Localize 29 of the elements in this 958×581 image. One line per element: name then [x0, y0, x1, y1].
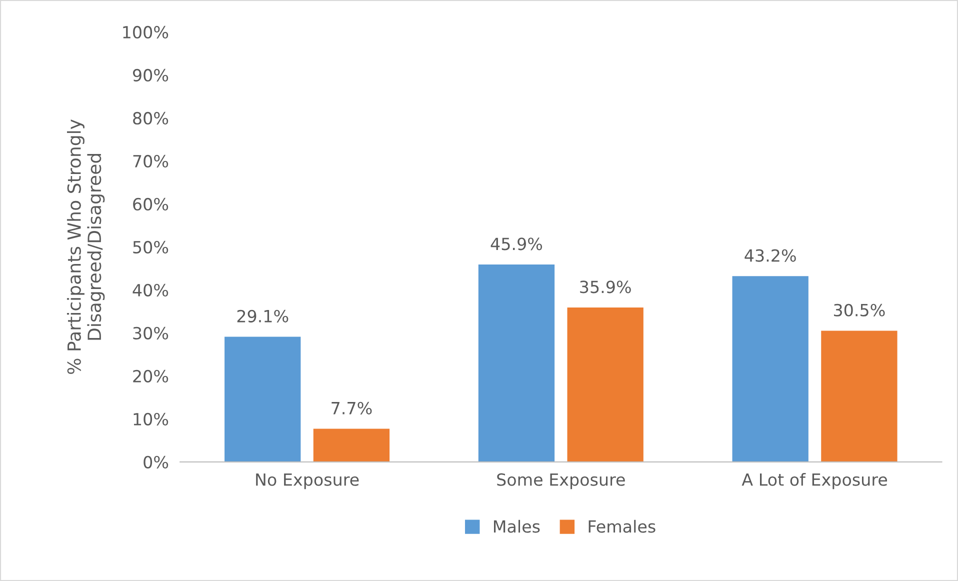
- y-tick-label: 90%: [133, 68, 168, 82]
- y-tick-label: 40%: [132, 284, 168, 296]
- data-label: 45.9%: [490, 238, 542, 250]
- data-label: 30.5%: [834, 304, 885, 316]
- bar: [478, 264, 555, 462]
- x-tick-label: Some Exposure: [497, 473, 625, 490]
- bar: [821, 330, 898, 462]
- y-tick-label: 20%: [133, 370, 168, 382]
- y-tick-label: 10%: [134, 412, 168, 426]
- y-tick-label: 70%: [133, 154, 168, 168]
- y-tick-label: 80%: [133, 112, 168, 125]
- data-label: 43.2%: [744, 249, 796, 262]
- y-tick-label: 50%: [133, 240, 168, 254]
- y-tick-label: 60%: [133, 198, 168, 210]
- legend-label: Males: [494, 520, 540, 533]
- y-tick-label: 30%: [133, 326, 168, 340]
- y-tick-label: 100%: [123, 26, 168, 39]
- y-tick-label: 0%: [144, 456, 168, 468]
- data-label: 35.9%: [580, 280, 631, 294]
- bar: [732, 276, 808, 462]
- bar: [224, 336, 301, 462]
- bar: [313, 428, 390, 462]
- data-label: 29.1%: [237, 310, 288, 322]
- bar: [567, 308, 644, 462]
- x-tick-label: A Lot of Exposure: [742, 473, 888, 490]
- data-label: 7.7%: [332, 402, 372, 414]
- x-tick-label: No Exposure: [256, 474, 359, 490]
- y-axis-title: % Participants Who Strongly Disagreed/Disagreed: [66, 119, 105, 374]
- legend-label: Females: [588, 520, 656, 533]
